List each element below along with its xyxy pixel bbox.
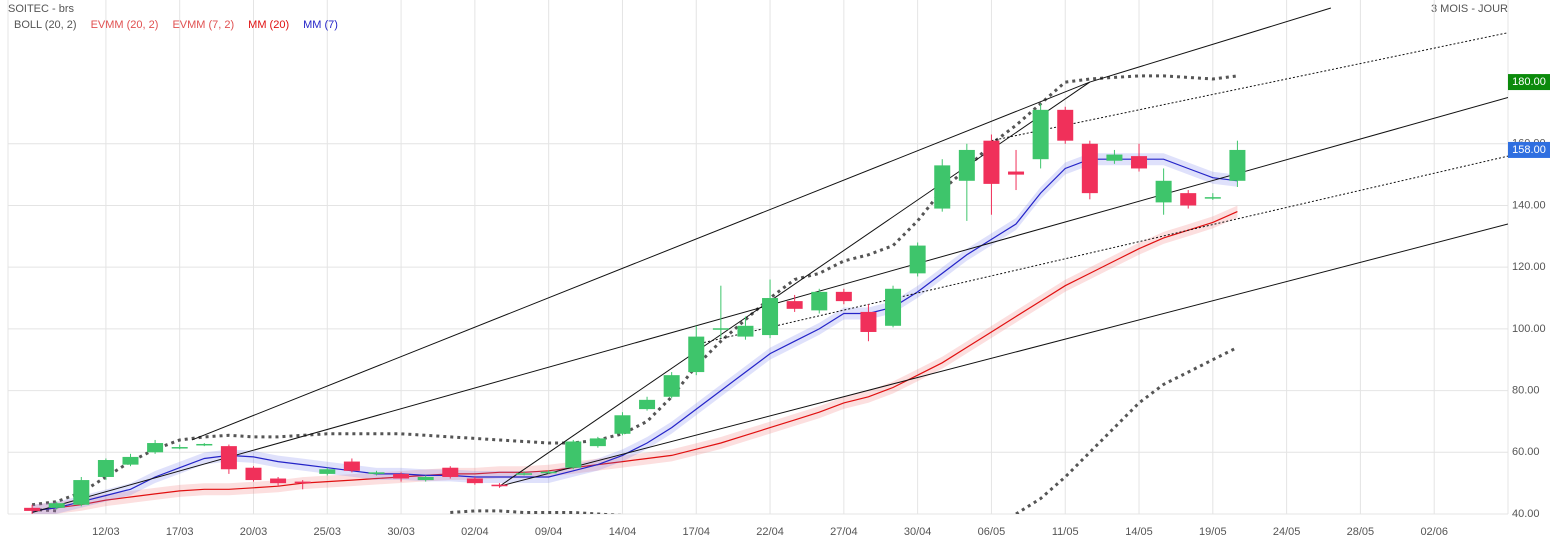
- candle-body: [48, 503, 65, 508]
- candle-body: [270, 478, 287, 484]
- candle-body: [97, 460, 114, 477]
- x-tick-label: 14/05: [1125, 526, 1153, 538]
- legend-entry: EVMM (7, 2): [172, 19, 234, 31]
- price-marker: [1508, 141, 1550, 158]
- candle-body: [614, 415, 631, 434]
- candle-body: [343, 461, 360, 471]
- candle-body: [220, 446, 237, 470]
- x-tick-label: 30/03: [387, 526, 415, 538]
- candle-body: [688, 336, 705, 373]
- x-tick-label: 17/04: [682, 526, 710, 538]
- candle-body: [885, 288, 902, 326]
- legend-entry: EVMM (20, 2): [91, 19, 159, 31]
- candle-body: [983, 140, 1000, 184]
- x-tick-label: 30/04: [904, 526, 932, 538]
- grid: [7, 0, 1509, 515]
- candle-body: [565, 441, 582, 468]
- x-tick-label: 06/05: [978, 526, 1006, 538]
- x-tick-label: 27/04: [830, 526, 858, 538]
- candle-body: [1229, 149, 1246, 181]
- candle-body: [73, 480, 90, 505]
- candle-body: [1131, 156, 1148, 169]
- candle-body: [147, 443, 164, 453]
- axes: 40.0060.0080.00100.00120.00140.00160.001…: [92, 74, 1550, 538]
- x-tick-label: 20/03: [240, 526, 268, 538]
- chart-title: SOITEC - brs: [8, 3, 75, 15]
- period-label: 3 MOIS - JOUR: [1431, 3, 1508, 15]
- x-tick-label: 17/03: [166, 526, 194, 538]
- x-tick-label: 22/04: [756, 526, 784, 538]
- x-tick-label: 24/05: [1273, 526, 1301, 538]
- candle-body: [245, 467, 262, 481]
- ma-band: [32, 205, 1238, 514]
- legend-entry: MM (7): [303, 19, 338, 31]
- candle-body: [909, 245, 926, 274]
- candle-body: [835, 291, 852, 302]
- candle-body: [491, 484, 508, 487]
- y-tick-label: 100.00: [1512, 323, 1546, 335]
- x-tick-label: 14/04: [609, 526, 637, 538]
- trendline: [696, 155, 1508, 345]
- candle-body: [393, 473, 410, 479]
- price-marker: [1508, 74, 1550, 91]
- candle-body: [1032, 109, 1049, 160]
- candle-body: [466, 478, 483, 484]
- candle-body: [294, 481, 311, 484]
- x-tick-label: 19/05: [1199, 526, 1227, 538]
- trendline: [191, 81, 1091, 441]
- candle-body: [958, 149, 975, 181]
- y-tick-label: 80.00: [1512, 384, 1540, 396]
- candle-body: [442, 467, 459, 477]
- candle-body: [1204, 197, 1221, 199]
- candle-body: [540, 471, 557, 474]
- x-tick-label: 02/06: [1420, 526, 1448, 538]
- plot-area: [24, 7, 1508, 514]
- candle-body: [786, 301, 803, 309]
- candle-body: [811, 291, 828, 311]
- bollinger-lower: [32, 346, 1239, 514]
- candle-body: [1081, 143, 1098, 194]
- candle-body: [24, 507, 41, 511]
- x-tick-label: 28/05: [1347, 526, 1375, 538]
- candle-body: [737, 325, 754, 337]
- legend-entry: MM (20): [248, 19, 289, 31]
- x-tick-label: 12/03: [92, 526, 120, 538]
- price-marker-label: 158.00: [1512, 144, 1546, 156]
- x-tick-label: 09/04: [535, 526, 563, 538]
- candle-body: [171, 447, 188, 449]
- candle-body: [1155, 180, 1172, 203]
- trendline: [1089, 7, 1332, 83]
- candle-body: [1008, 171, 1025, 175]
- candle-body: [934, 165, 951, 209]
- trendline: [499, 223, 1508, 487]
- candle-body: [1057, 109, 1074, 141]
- candle-body: [417, 476, 434, 481]
- ma-line: [32, 211, 1238, 512]
- price-marker-label: 180.00: [1512, 76, 1546, 88]
- candle-body: [319, 469, 336, 474]
- candle-body: [712, 328, 729, 330]
- candle-body: [196, 443, 213, 446]
- candle-body: [1180, 193, 1197, 206]
- y-tick-label: 140.00: [1512, 199, 1546, 211]
- candle-body: [122, 456, 139, 465]
- candle-body: [516, 473, 533, 475]
- y-tick-label: 60.00: [1512, 446, 1540, 458]
- x-tick-label: 02/04: [461, 526, 489, 538]
- candle-body: [663, 375, 680, 397]
- x-tick-label: 11/05: [1052, 526, 1079, 538]
- candle-body: [1106, 154, 1123, 161]
- candle-body: [368, 472, 385, 474]
- candle-body: [639, 399, 656, 410]
- candle-body: [860, 311, 877, 332]
- legend-entry: BOLL (20, 2): [14, 19, 77, 31]
- candle-body: [762, 298, 779, 336]
- y-tick-label: 40.00: [1512, 508, 1540, 520]
- x-tick-label: 25/03: [314, 526, 342, 538]
- y-tick-label: 120.00: [1512, 261, 1546, 273]
- candle-body: [589, 438, 606, 447]
